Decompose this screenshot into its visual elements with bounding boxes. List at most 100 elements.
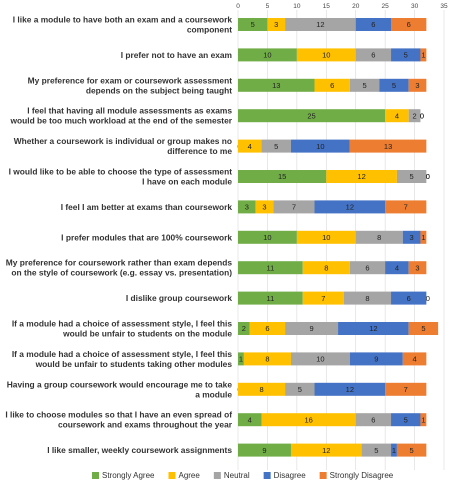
- bar-segment: [355, 230, 403, 244]
- category-label: I like smaller, weekly coursework assign…: [47, 445, 232, 455]
- bar-segment: [408, 78, 427, 92]
- data-label: 12: [316, 20, 324, 29]
- legend-swatch: [319, 472, 327, 479]
- data-label: 8: [259, 385, 263, 394]
- category-label: I would like to be able to choose the ty…: [9, 167, 233, 187]
- legend-entry: Disagree: [274, 471, 307, 480]
- bar-segment: [238, 139, 262, 153]
- data-label: 8: [377, 233, 381, 242]
- bar-segment: [314, 200, 386, 214]
- category-label: My preference for exam or coursework ass…: [28, 75, 233, 95]
- data-label: 5: [392, 81, 396, 90]
- bar-segment: [402, 230, 421, 244]
- bar-segment: [349, 352, 403, 366]
- category-label: I dislike group coursework: [126, 293, 232, 303]
- legend-entry: Neutral: [224, 471, 250, 480]
- x-tick-label: 5: [266, 3, 270, 10]
- data-label: 5: [410, 172, 414, 181]
- x-axis-ticks: 0 5 10 15 20 25 30 35: [236, 3, 448, 10]
- data-label: 5: [404, 415, 408, 424]
- bar-segment: [238, 413, 262, 427]
- bar-segment: [285, 18, 356, 31]
- bar-segment: [408, 322, 439, 335]
- bar-segment: [355, 48, 392, 62]
- bar-segment: [238, 352, 244, 366]
- bar-segment: [379, 78, 409, 92]
- data-label: 4: [395, 111, 399, 120]
- data-label: 10: [322, 233, 330, 242]
- data-label: 7: [404, 385, 408, 394]
- bar-segment: [249, 322, 286, 335]
- bar-segment: [238, 18, 268, 31]
- bar-segment: [391, 413, 421, 427]
- bar-segment: [385, 200, 427, 214]
- bar-segment: [238, 443, 291, 457]
- data-label: 0: [426, 172, 430, 181]
- data-label: 1: [239, 355, 243, 364]
- data-label: 0: [426, 172, 430, 181]
- data-label: 0: [426, 294, 430, 303]
- data-label: 3: [262, 203, 266, 212]
- bar-segment: [285, 382, 315, 396]
- bar-segment: [391, 291, 427, 305]
- bar-segment: [420, 413, 427, 427]
- data-label: 10: [316, 142, 324, 151]
- bar-segment: [402, 352, 427, 366]
- data-label: 5: [421, 324, 425, 333]
- data-label: 4: [395, 263, 399, 272]
- bar-segment: [285, 322, 339, 335]
- bar-segment: [296, 48, 356, 62]
- legend: Strongly Agree Agree Neutral Disagree Strong…: [92, 471, 394, 480]
- data-label: 10: [322, 51, 330, 60]
- data-label: 7: [404, 203, 408, 212]
- bar-segment: [296, 230, 356, 244]
- legend-swatch: [213, 472, 221, 479]
- category-label: Whether a coursework is individual or gr…: [14, 136, 233, 156]
- data-label: 6: [365, 263, 369, 272]
- data-label: 5: [374, 446, 378, 455]
- bar-segment: [238, 78, 315, 92]
- bars: 5312661010651136553254200045101315125003…: [237, 18, 439, 457]
- category-labels: I like a module to have both an exam and…: [5, 15, 232, 456]
- data-label: 0: [420, 111, 424, 120]
- bar-segment: [302, 261, 350, 275]
- category-label: I feel that having all module assessment…: [10, 106, 233, 126]
- data-label: 12: [346, 203, 354, 212]
- data-label: 3: [245, 203, 249, 212]
- bar-segment: [385, 382, 427, 396]
- data-label: 3: [274, 20, 278, 29]
- bar-segment: [420, 48, 427, 62]
- bar-segment: [238, 382, 286, 396]
- bar-segment: [238, 291, 303, 305]
- legend-swatch: [168, 472, 176, 479]
- bar-segment: [238, 200, 256, 214]
- data-label: 9: [262, 446, 266, 455]
- bar-segment: [385, 261, 409, 275]
- x-tick-label: 15: [323, 3, 331, 10]
- bar-segment: [302, 291, 344, 305]
- data-label: 5: [251, 20, 255, 29]
- category-label: I feel I am better at exams than coursew…: [61, 202, 233, 212]
- bar-segment: [408, 261, 427, 275]
- bar-segment: [255, 200, 274, 214]
- bar-segment: [261, 139, 291, 153]
- data-label: 10: [263, 233, 271, 242]
- data-label: 6: [330, 81, 334, 90]
- data-label: 5: [362, 81, 366, 90]
- data-label: 11: [266, 294, 274, 303]
- data-label: 8: [365, 294, 369, 303]
- bar-segment: [238, 109, 386, 123]
- bar-segment: [408, 109, 421, 123]
- bar-segment: [314, 382, 386, 396]
- data-label: 16: [304, 415, 312, 424]
- data-label: 10: [316, 355, 324, 364]
- x-tick-label: 30: [411, 3, 419, 10]
- data-label: 5: [410, 446, 414, 455]
- data-label: 12: [357, 172, 365, 181]
- category-label: If a module had a choice of assessment s…: [12, 349, 232, 369]
- data-label: 6: [371, 51, 375, 60]
- bar-segment: [355, 413, 392, 427]
- data-label: 15: [278, 172, 286, 181]
- bar-segment: [243, 352, 291, 366]
- legend-swatch: [92, 472, 99, 479]
